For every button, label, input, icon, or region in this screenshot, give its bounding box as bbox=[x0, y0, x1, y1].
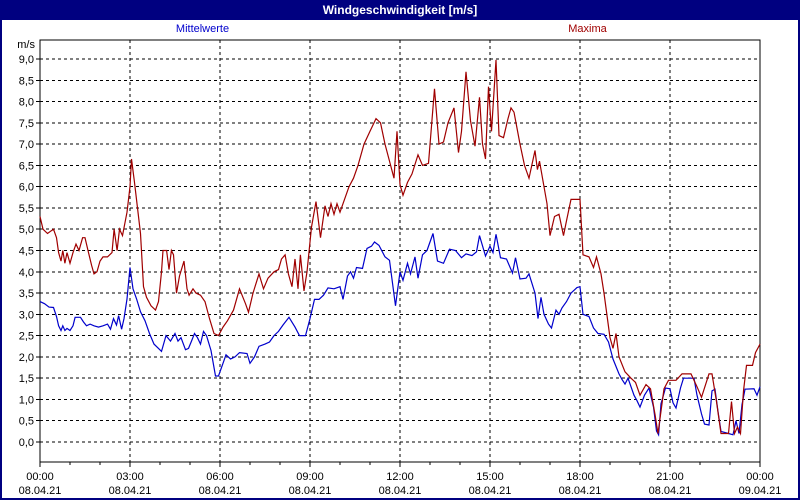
x-tick-time-label: 12:00 bbox=[386, 471, 414, 483]
x-tick-time-label: 06:00 bbox=[206, 471, 234, 483]
y-tick-label: 4,0 bbox=[19, 267, 34, 279]
x-tick-date-label: 08.04.21 bbox=[289, 485, 332, 497]
x-tick-date-label: 08.04.21 bbox=[379, 485, 422, 497]
y-tick-label: 3,5 bbox=[19, 288, 34, 300]
x-tick-time-label: 15:00 bbox=[476, 471, 504, 483]
x-tick-date-label: 08.04.21 bbox=[649, 485, 692, 497]
x-axis-tick-labels: 00:00 08.04.21 03:00 08.04.21 06:00 08.04.21 0… bbox=[19, 471, 782, 497]
y-tick-label: 6,0 bbox=[19, 182, 34, 194]
y-tick-label: 8,5 bbox=[19, 75, 34, 87]
y-axis-tick-labels: 0,0 0,5 1,0 1,5 2,0 2,5 3,0 3,5 4,0 4,5 5,0 5,5 6,0 6… bbox=[17, 39, 35, 449]
y-tick-label: 1,5 bbox=[19, 373, 34, 385]
axes bbox=[36, 39, 761, 467]
y-tick-label: 4,5 bbox=[19, 246, 34, 258]
y-tick-label: 5,0 bbox=[19, 224, 34, 236]
y-tick-label: 5,5 bbox=[19, 203, 34, 215]
x-tick-time-label: 09:00 bbox=[296, 471, 324, 483]
series-lines bbox=[39, 59, 761, 437]
y-tick-label: 2,5 bbox=[19, 331, 34, 343]
series-line-maxima bbox=[39, 59, 761, 436]
x-tick-time-label: 18:00 bbox=[566, 471, 594, 483]
x-tick-date-label: 08.04.21 bbox=[109, 485, 152, 497]
x-tick-time-label: 00:00 bbox=[26, 471, 54, 483]
y-tick-label: 8,0 bbox=[19, 97, 34, 109]
x-tick-date-label: 08.04.21 bbox=[199, 485, 242, 497]
x-tick-date-label: 08.04.21 bbox=[19, 485, 62, 497]
y-tick-label: 6,5 bbox=[19, 160, 34, 172]
y-tick-label: 7,5 bbox=[19, 118, 34, 130]
x-tick-time-label: 03:00 bbox=[116, 471, 144, 483]
x-tick-date-label: 08.04.21 bbox=[559, 485, 602, 497]
y-axis-unit-label: m/s bbox=[17, 39, 35, 51]
y-tick-label: 9,0 bbox=[19, 54, 34, 66]
title-bar: Windgeschwindigkeit [m/s] bbox=[0, 0, 800, 20]
y-tick-label: 0,0 bbox=[19, 437, 34, 449]
legend-label-mittelwerte: Mittelwerte bbox=[175, 23, 230, 35]
y-tick-label: 2,0 bbox=[19, 352, 34, 364]
x-tick-date-label: 09.04.21 bbox=[739, 485, 782, 497]
chart-title: Windgeschwindigkeit [m/s] bbox=[322, 3, 478, 17]
y-tick-label: 7,0 bbox=[19, 139, 34, 151]
x-tick-time-label: 21:00 bbox=[656, 471, 684, 483]
series-line-mittelwerte bbox=[39, 233, 761, 437]
x-tick-time-label: 00:00 bbox=[746, 471, 774, 483]
legend-label-maxima: Maxima bbox=[568, 23, 607, 35]
x-tick-date-label: 08.04.21 bbox=[469, 485, 512, 497]
y-tick-label: 0,5 bbox=[19, 416, 34, 428]
y-tick-label: 1,0 bbox=[19, 394, 34, 406]
y-tick-label: 3,0 bbox=[19, 309, 34, 321]
